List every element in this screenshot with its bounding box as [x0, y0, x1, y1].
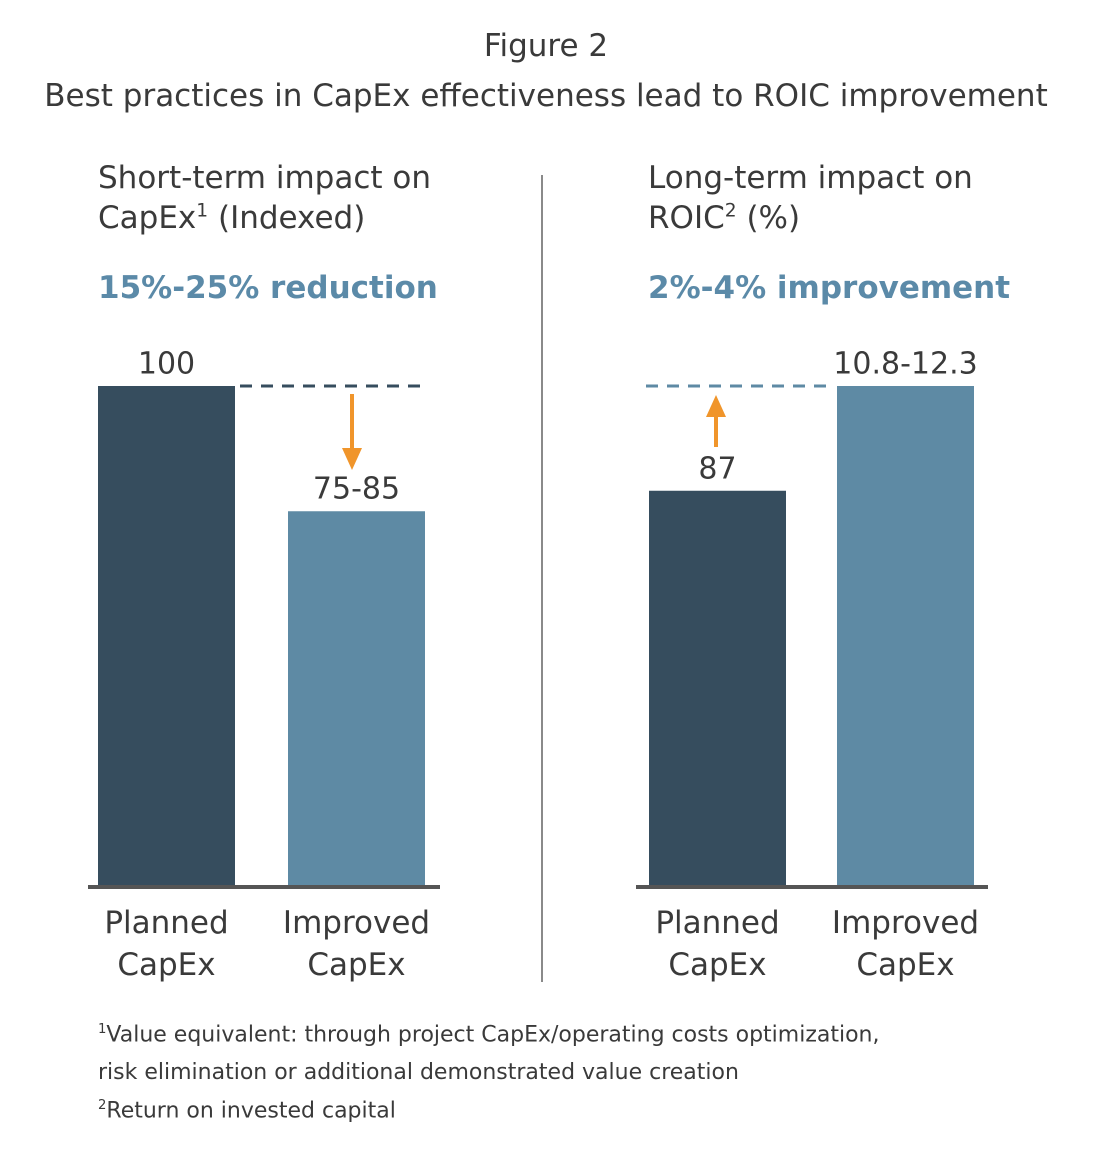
panel-title: ROIC2 (%)	[648, 200, 800, 236]
highlight: 15%-25% reduction	[98, 270, 438, 306]
x-tick-label: Improved CapEx	[282, 905, 431, 983]
panel-title: Long-term impact on	[648, 160, 973, 196]
footnote: risk elimination or additional demonstra…	[98, 1060, 739, 1085]
footnote-mark: 2	[98, 1098, 107, 1113]
value-label: 10.8-12.3	[833, 346, 978, 382]
arrow-head	[342, 448, 362, 470]
panel-title-name: CapEx	[98, 200, 197, 236]
footnote: 1Value equivalent: through project CapEx…	[98, 1022, 880, 1047]
panel-title-unit: (Indexed)	[217, 200, 366, 236]
footnote-text: Value equivalent: through project CapEx/…	[106, 1022, 880, 1048]
footnote: 2Return on invested capital	[98, 1098, 396, 1123]
footnote-mark: 1	[98, 1022, 107, 1037]
x-tick-label: Planned CapEx	[655, 905, 780, 983]
footnote-text: risk elimination or additional demonstra…	[98, 1060, 739, 1085]
footnote-ref: 2	[724, 200, 737, 222]
panel-title-name: ROIC	[648, 200, 725, 236]
footnote-text: Return on invested capital	[106, 1098, 396, 1124]
bar	[837, 386, 974, 887]
figure-label: Figure 2	[483, 28, 609, 64]
arrow-head	[706, 395, 726, 417]
panel-title: Short-term impact on	[98, 160, 432, 196]
x-tick-label: Planned CapEx	[104, 905, 229, 983]
highlight: 2%-4% improvement	[648, 270, 1011, 306]
footnote-ref: 1	[196, 200, 209, 222]
panel-title-unit: (%)	[746, 200, 801, 236]
value-label: 87	[698, 451, 737, 487]
bar	[98, 386, 235, 887]
value-label: 100	[137, 346, 196, 382]
panel-title: CapEx1 (Indexed)	[98, 200, 365, 236]
x-tick-label: Improved CapEx	[831, 905, 980, 983]
figure-title: Best practices in CapEx effectiveness le…	[44, 78, 1048, 114]
bar	[649, 490, 786, 887]
bar	[288, 511, 425, 887]
value-label: 75-85	[312, 471, 401, 507]
